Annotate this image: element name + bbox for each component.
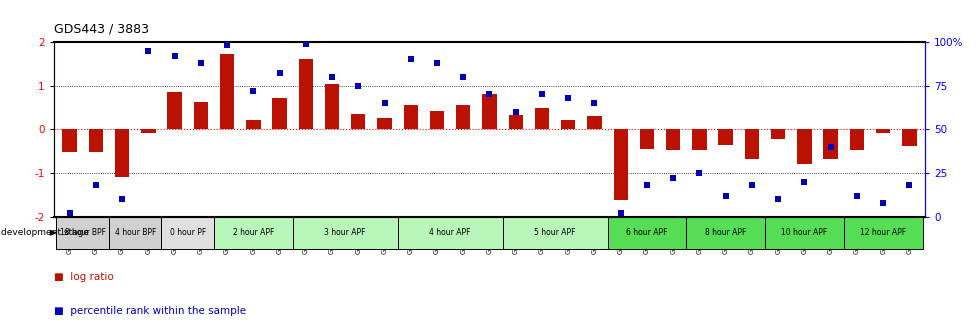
Bar: [718, 129, 733, 145]
Bar: [849, 129, 864, 151]
Text: 4 hour APF: 4 hour APF: [429, 228, 470, 237]
Bar: [292, 217, 397, 249]
Bar: [534, 109, 549, 129]
Text: 3 hour APF: 3 hour APF: [324, 228, 366, 237]
Bar: [771, 129, 784, 139]
Bar: [272, 98, 287, 129]
Bar: [57, 217, 109, 249]
Bar: [502, 217, 607, 249]
Bar: [403, 106, 418, 129]
Text: 6 hour APF: 6 hour APF: [626, 228, 667, 237]
Bar: [822, 129, 837, 159]
Text: ■  log ratio: ■ log ratio: [54, 272, 113, 282]
Bar: [141, 129, 156, 133]
Text: GDS443 / 3883: GDS443 / 3883: [54, 22, 149, 35]
Bar: [607, 217, 686, 249]
Bar: [613, 129, 627, 200]
Bar: [587, 116, 601, 129]
Bar: [744, 129, 758, 159]
Bar: [114, 129, 129, 177]
Bar: [161, 217, 214, 249]
Bar: [843, 217, 921, 249]
Bar: [298, 58, 313, 129]
Bar: [63, 129, 76, 152]
Bar: [902, 129, 915, 146]
Bar: [429, 111, 444, 129]
Text: ■  percentile rank within the sample: ■ percentile rank within the sample: [54, 306, 245, 316]
Bar: [764, 217, 843, 249]
Text: 10 hour APF: 10 hour APF: [780, 228, 826, 237]
Bar: [351, 114, 365, 129]
Text: development stage: development stage: [1, 228, 89, 237]
Bar: [560, 120, 575, 129]
Bar: [194, 102, 207, 129]
Bar: [796, 129, 811, 164]
Bar: [245, 120, 260, 129]
Bar: [665, 129, 680, 151]
Bar: [639, 129, 653, 149]
Bar: [220, 54, 234, 129]
Bar: [109, 217, 161, 249]
Text: 4 hour BPF: 4 hour BPF: [114, 228, 156, 237]
Text: 0 hour PF: 0 hour PF: [169, 228, 205, 237]
Bar: [686, 217, 764, 249]
Text: 5 hour APF: 5 hour APF: [534, 228, 575, 237]
Bar: [377, 119, 391, 129]
Bar: [691, 129, 706, 151]
Bar: [456, 106, 470, 129]
Text: 8 hour APF: 8 hour APF: [704, 228, 745, 237]
Bar: [508, 116, 522, 129]
Text: 2 hour APF: 2 hour APF: [233, 228, 274, 237]
Bar: [482, 94, 496, 129]
Bar: [325, 84, 339, 129]
Bar: [875, 129, 889, 133]
Bar: [397, 217, 502, 249]
Bar: [89, 129, 103, 152]
Bar: [214, 217, 292, 249]
Text: 12 hour APF: 12 hour APF: [860, 228, 906, 237]
Bar: [167, 92, 182, 129]
Text: 18 hour BPF: 18 hour BPF: [60, 228, 106, 237]
